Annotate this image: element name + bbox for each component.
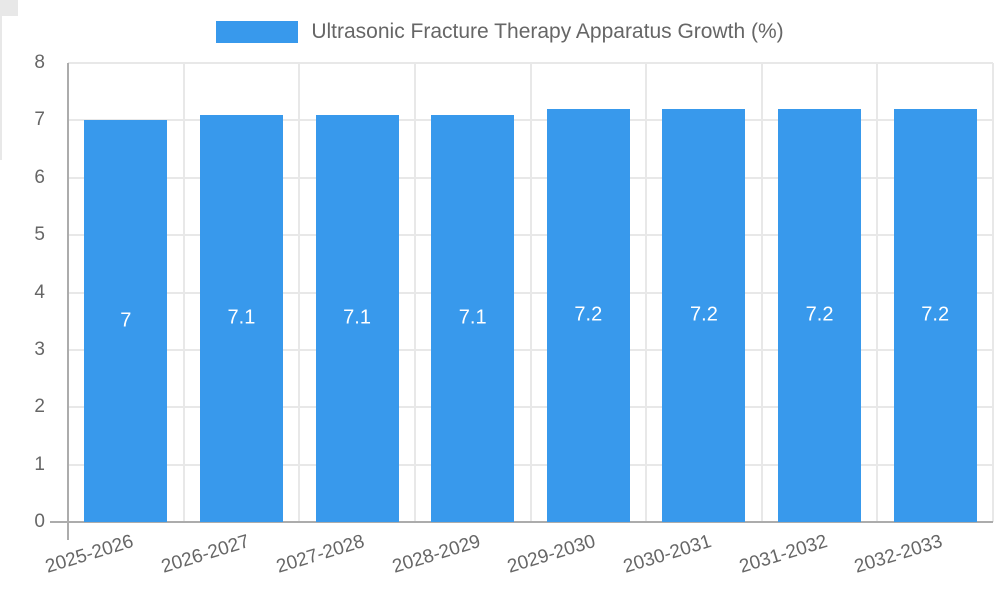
gridline-vertical <box>298 63 300 522</box>
y-axis-tick-label: 8 <box>34 52 45 73</box>
x-axis-tick-label: 2032-2033 <box>852 531 946 578</box>
x-axis-tick <box>0 88 2 106</box>
y-axis-tick <box>0 10 18 12</box>
y-axis-tick <box>0 8 18 10</box>
gridline-vertical <box>761 63 763 522</box>
y-axis-tick <box>0 2 18 4</box>
x-axis-tick <box>0 70 2 88</box>
y-axis-tick-label: 5 <box>34 224 45 245</box>
y-axis-line <box>67 63 69 540</box>
x-axis-tick-label: 2031-2032 <box>736 531 830 578</box>
gridline-vertical <box>992 63 994 522</box>
bar[interactable] <box>200 115 283 522</box>
bar-value-label: 7 <box>120 309 132 332</box>
x-axis-tick-label: 2025-2026 <box>42 531 136 578</box>
bar-value-label: 7.1 <box>343 306 371 329</box>
bar-value-label: 7.1 <box>458 306 487 329</box>
y-axis-tick <box>0 4 18 6</box>
bar[interactable] <box>662 109 745 522</box>
bar-value-label: 7.2 <box>690 303 718 326</box>
bar[interactable] <box>894 109 977 522</box>
y-axis-tick-label: 2 <box>34 396 45 417</box>
gridline-vertical <box>645 63 647 522</box>
bar-value-label: 7.2 <box>574 303 603 326</box>
x-axis-tick <box>0 52 2 70</box>
gridline-vertical <box>530 63 532 522</box>
bar[interactable] <box>84 120 167 522</box>
x-axis-tick-label: 2028-2029 <box>389 531 483 578</box>
bar[interactable] <box>316 115 399 522</box>
gridline-vertical <box>183 63 185 522</box>
y-axis-tick-label: 0 <box>34 511 45 532</box>
bar[interactable] <box>778 109 861 522</box>
x-axis-tick <box>0 34 2 52</box>
chart-legend[interactable]: Ultrasonic Fracture Therapy Apparatus Gr… <box>0 20 1000 44</box>
x-axis-tick-label: 2029-2030 <box>505 531 599 578</box>
y-axis-tick-label: 1 <box>34 454 45 475</box>
bar-value-label: 7.2 <box>805 303 834 326</box>
x-axis-tick <box>0 124 2 142</box>
bar-value-label: 7.2 <box>921 303 950 326</box>
x-axis-line <box>50 521 993 523</box>
x-axis-tick <box>0 142 2 160</box>
legend-label: Ultrasonic Fracture Therapy Apparatus Gr… <box>311 20 784 43</box>
y-axis-tick <box>0 0 18 2</box>
y-axis-tick-label: 6 <box>34 167 45 188</box>
y-axis-tick <box>0 12 18 14</box>
x-axis-tick <box>0 16 2 34</box>
gridline-vertical <box>876 63 878 522</box>
y-axis-tick-label: 7 <box>34 109 45 130</box>
y-axis-tick <box>0 14 18 16</box>
legend-swatch <box>216 21 299 43</box>
x-axis-tick-label: 2026-2027 <box>158 531 252 578</box>
plot-area: 0 1 2 3 4 5 6 7 8 7 2025-2026 7.1 2026-2027 7.1 2027-2… <box>0 0 1000 578</box>
y-axis-tick-label: 3 <box>34 339 45 360</box>
bar-value-label: 7.1 <box>227 306 256 329</box>
bar[interactable] <box>547 109 630 522</box>
gridline-vertical <box>414 63 416 522</box>
x-axis-tick-label: 2027-2028 <box>274 531 368 578</box>
x-axis-tick <box>0 106 2 124</box>
bar[interactable] <box>431 115 514 522</box>
y-axis-tick <box>0 6 18 8</box>
y-axis-tick-label: 4 <box>34 282 45 303</box>
x-axis-tick-label: 2030-2031 <box>621 531 715 578</box>
